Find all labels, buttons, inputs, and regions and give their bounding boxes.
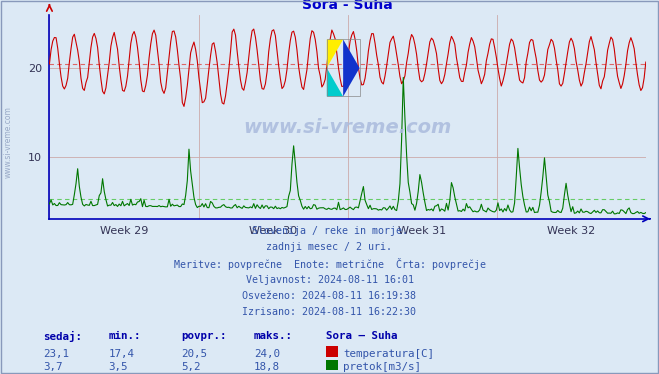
- Text: 3,7: 3,7: [43, 362, 63, 372]
- Text: Sora – Suha: Sora – Suha: [326, 331, 397, 341]
- Text: Veljavnost: 2024-08-11 16:01: Veljavnost: 2024-08-11 16:01: [246, 275, 413, 285]
- Text: Izrisano: 2024-08-11 16:22:30: Izrisano: 2024-08-11 16:22:30: [243, 307, 416, 317]
- Text: maks.:: maks.:: [254, 331, 293, 341]
- Text: Osveženo: 2024-08-11 16:19:38: Osveženo: 2024-08-11 16:19:38: [243, 291, 416, 301]
- Text: www.si-vreme.com: www.si-vreme.com: [3, 106, 13, 178]
- Text: 20,5: 20,5: [181, 349, 207, 359]
- Text: 3,5: 3,5: [109, 362, 129, 372]
- Text: www.si-vreme.com: www.si-vreme.com: [243, 117, 452, 137]
- Text: 23,1: 23,1: [43, 349, 69, 359]
- Text: 18,8: 18,8: [254, 362, 279, 372]
- Polygon shape: [327, 68, 343, 96]
- Text: Slovenija / reke in morje.: Slovenija / reke in morje.: [252, 226, 407, 236]
- Text: 5,2: 5,2: [181, 362, 201, 372]
- Text: zadnji mesec / 2 uri.: zadnji mesec / 2 uri.: [266, 242, 393, 252]
- Text: min.:: min.:: [109, 331, 141, 341]
- Text: sedaj:: sedaj:: [43, 331, 82, 342]
- Text: 17,4: 17,4: [109, 349, 134, 359]
- Text: temperatura[C]: temperatura[C]: [343, 349, 434, 359]
- Bar: [327, 39, 360, 96]
- Polygon shape: [343, 39, 360, 96]
- Text: 24,0: 24,0: [254, 349, 279, 359]
- Title: Sora - Suha: Sora - Suha: [302, 0, 393, 12]
- Polygon shape: [327, 39, 343, 68]
- Text: pretok[m3/s]: pretok[m3/s]: [343, 362, 421, 372]
- Text: povpr.:: povpr.:: [181, 331, 227, 341]
- Text: Meritve: povprečne  Enote: metrične  Črta: povprečje: Meritve: povprečne Enote: metrične Črta:…: [173, 258, 486, 270]
